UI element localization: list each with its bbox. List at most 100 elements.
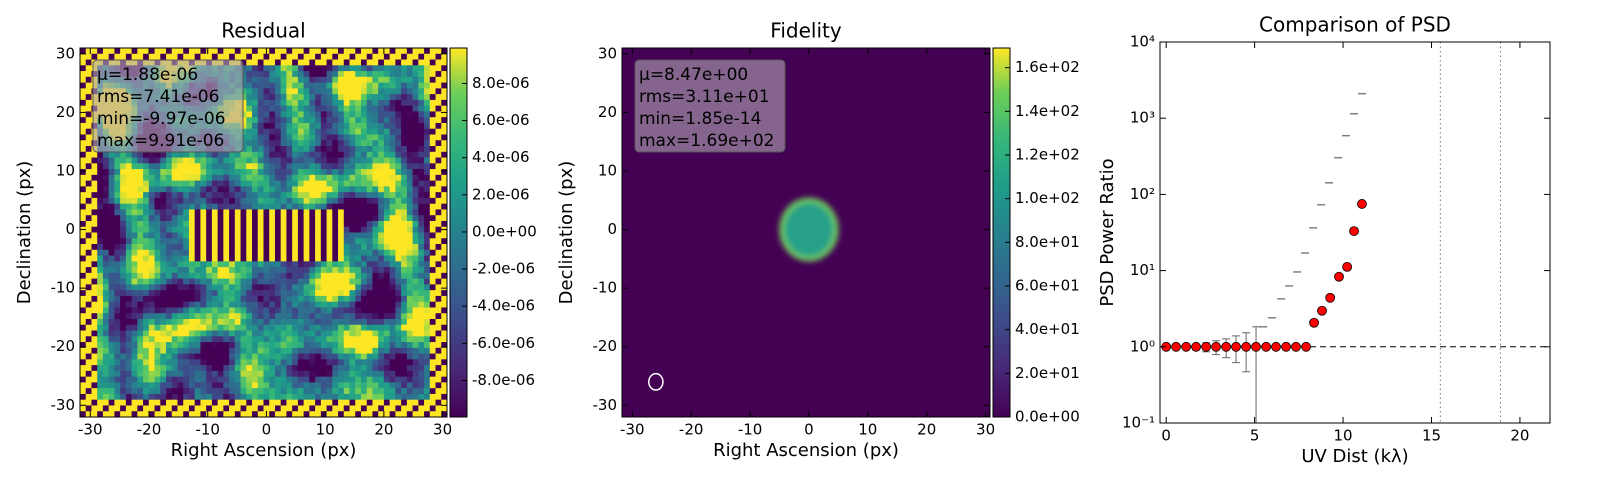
pixel — [246, 330, 253, 337]
pixel — [160, 261, 167, 268]
pixel — [366, 261, 374, 268]
pixel — [80, 53, 87, 61]
pixel — [131, 197, 138, 205]
pixel — [418, 370, 425, 378]
pixel — [383, 226, 391, 234]
pixel — [372, 174, 379, 182]
pixel — [148, 353, 156, 360]
pixel — [200, 290, 207, 297]
pixel — [292, 140, 299, 147]
pixel — [349, 128, 356, 136]
pixel — [108, 209, 116, 216]
pixel — [194, 209, 202, 216]
pixel — [160, 365, 167, 372]
pixel — [315, 365, 322, 372]
pixel — [355, 313, 362, 320]
pixel — [263, 232, 270, 239]
pixel — [234, 151, 242, 159]
pixel — [120, 307, 127, 314]
pixel — [286, 382, 293, 389]
pixel — [378, 94, 385, 101]
pixel — [360, 324, 368, 332]
pixel — [229, 244, 236, 251]
pixel — [194, 307, 202, 314]
pixel — [252, 376, 259, 384]
pixel — [326, 122, 333, 130]
pixel — [91, 151, 98, 159]
pixel — [229, 272, 236, 280]
marker — [1221, 341, 1232, 352]
pixel — [441, 267, 447, 274]
pixel — [309, 48, 316, 55]
pixel — [263, 220, 270, 228]
pixel — [332, 249, 339, 257]
pixel — [280, 105, 288, 113]
pixel — [154, 186, 161, 193]
pixel — [297, 399, 305, 407]
pixel — [424, 134, 431, 141]
pixel — [355, 157, 362, 164]
stat-line: min=-9.97e-06 — [97, 109, 226, 129]
pixel — [292, 88, 299, 95]
pixel — [286, 278, 293, 285]
pixel — [183, 411, 190, 417]
pixel — [91, 382, 98, 389]
pixel — [360, 151, 368, 159]
stat-line: max=9.91e-06 — [97, 131, 224, 151]
pixel — [395, 405, 402, 412]
pixel — [378, 301, 385, 309]
pixel — [378, 353, 385, 360]
pixel — [143, 151, 150, 159]
pixel — [441, 105, 447, 113]
pixel — [240, 215, 247, 222]
pixel — [383, 122, 391, 130]
pixel — [166, 249, 173, 257]
colorbar-tick-label: 0.0e+00 — [1015, 408, 1080, 426]
pixel — [240, 411, 247, 417]
pixel — [280, 342, 288, 349]
pixel — [143, 284, 150, 291]
pixel — [234, 232, 242, 239]
pixel — [320, 53, 328, 61]
pixel — [326, 220, 333, 228]
pixel — [125, 180, 133, 187]
pixel — [315, 215, 322, 222]
pixel — [183, 347, 190, 355]
pixel — [297, 180, 305, 187]
pixel — [183, 192, 190, 199]
pixel — [252, 48, 259, 55]
pixel — [229, 365, 236, 372]
pixel — [137, 399, 144, 407]
pixel — [97, 318, 104, 326]
pixel — [91, 209, 98, 216]
pixel — [338, 399, 345, 407]
pixel — [200, 295, 207, 303]
pixel — [240, 301, 247, 309]
pixel — [252, 370, 259, 378]
pixel — [297, 174, 305, 182]
pixel — [360, 365, 368, 372]
pixel — [429, 209, 437, 216]
pixel — [171, 324, 179, 332]
pixel — [229, 169, 236, 176]
pixel — [355, 53, 362, 61]
pixel — [211, 382, 219, 389]
pixel — [395, 99, 402, 107]
pixel — [315, 405, 322, 412]
pixel — [297, 255, 305, 262]
pixel — [166, 261, 173, 268]
pixel — [292, 353, 299, 360]
pixel — [257, 353, 265, 360]
pixel — [389, 163, 396, 170]
pixel — [412, 76, 419, 84]
pixel — [309, 99, 316, 107]
pixel — [412, 330, 419, 337]
pixel — [269, 353, 276, 360]
pixel — [303, 157, 310, 164]
pixel — [412, 174, 419, 182]
pixel — [91, 197, 98, 205]
pixel — [171, 197, 179, 205]
pixel — [252, 174, 259, 182]
pixel — [332, 232, 339, 239]
pixel — [274, 203, 282, 211]
